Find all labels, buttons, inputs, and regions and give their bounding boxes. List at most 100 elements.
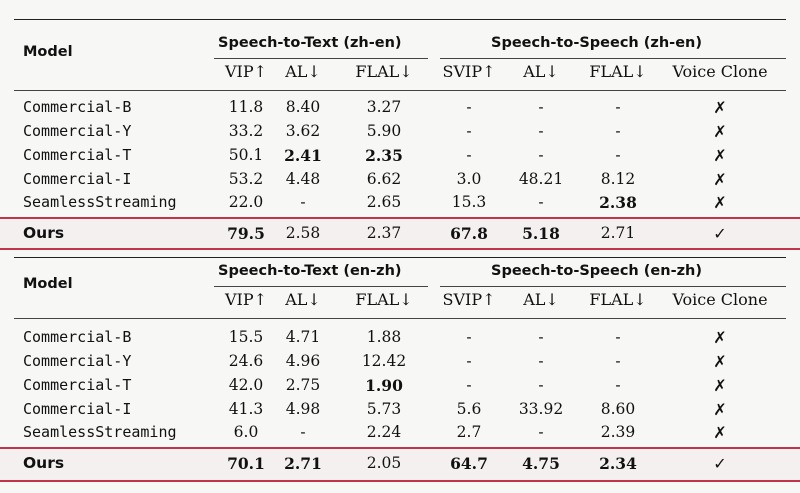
model-name: Commercial-T bbox=[23, 376, 132, 394]
ours-highlight-box bbox=[0, 447, 800, 482]
table-cell: - bbox=[538, 328, 544, 346]
table-cell: 64.7 bbox=[450, 454, 488, 473]
table-cell: 24.6 bbox=[228, 352, 264, 370]
table-cell: - bbox=[538, 98, 544, 116]
table-cell: 53.2 bbox=[228, 170, 264, 188]
table-cell: - bbox=[538, 146, 544, 164]
s2t-header: Speech-to-Text (zh-en) bbox=[218, 35, 402, 51]
column-header: FLAL↓ bbox=[355, 62, 413, 81]
column-header: VIP↑ bbox=[224, 290, 268, 309]
table-cell: 2.75 bbox=[285, 376, 321, 394]
table-cell: 4.48 bbox=[285, 170, 321, 188]
table-cell: 12.42 bbox=[361, 352, 407, 370]
table-cell: 42.0 bbox=[228, 376, 264, 394]
table-cell: - bbox=[538, 193, 544, 211]
column-header: Voice Clone bbox=[672, 62, 768, 81]
column-header: VIP↑ bbox=[224, 62, 268, 81]
column-header: FLAL↓ bbox=[355, 290, 413, 309]
table-cell: 22.0 bbox=[228, 193, 264, 211]
column-header: AL↓ bbox=[523, 290, 559, 309]
table-cell: 6.0 bbox=[233, 423, 259, 441]
table-cell: 79.5 bbox=[227, 224, 265, 243]
table-cell: 1.88 bbox=[366, 328, 402, 346]
table-cell: 2.71 bbox=[600, 224, 636, 242]
results-table-en-zh: Model Speech-to-Text (en-zh) Speech-to-S… bbox=[0, 256, 800, 493]
table-cell: - bbox=[615, 328, 621, 346]
voice-clone-cell: ✗ bbox=[713, 170, 727, 189]
s2s-header-rule bbox=[440, 58, 786, 59]
model-name: SeamlessStreaming bbox=[23, 193, 177, 211]
table-cell: 5.90 bbox=[366, 122, 402, 140]
column-header: FLAL↓ bbox=[589, 62, 647, 81]
results-table-zh-en: Model Speech-to-Text (zh-en) Speech-to-S… bbox=[0, 19, 800, 250]
table-cell: - bbox=[466, 122, 472, 140]
table-cell: 5.18 bbox=[522, 224, 560, 243]
table-cell: 2.65 bbox=[366, 193, 402, 211]
table-cell: 4.96 bbox=[285, 352, 321, 370]
table-cell: 2.24 bbox=[366, 423, 402, 441]
voice-clone-cell: ✗ bbox=[713, 352, 727, 371]
table-cell: 70.1 bbox=[227, 454, 265, 473]
model-header: Model bbox=[23, 44, 73, 60]
column-header: SVIP↑ bbox=[442, 62, 496, 81]
table-cell: 2.41 bbox=[284, 146, 322, 165]
table-cell: 50.1 bbox=[228, 146, 264, 164]
table-cell: 2.37 bbox=[366, 224, 402, 242]
column-header: AL↓ bbox=[285, 62, 321, 81]
table-cell: - bbox=[538, 352, 544, 370]
table-cell: 41.3 bbox=[228, 400, 264, 418]
model-name: Commercial-B bbox=[23, 328, 132, 346]
table-cell: 2.71 bbox=[284, 454, 322, 473]
column-header: AL↓ bbox=[285, 290, 321, 309]
column-header: AL↓ bbox=[523, 62, 559, 81]
table-cell: - bbox=[615, 146, 621, 164]
voice-clone-cell: ✓ bbox=[713, 454, 727, 473]
column-header: Voice Clone bbox=[672, 290, 768, 309]
table-cell: - bbox=[300, 423, 306, 441]
s2t-header-rule bbox=[214, 286, 428, 287]
voice-clone-cell: ✗ bbox=[713, 122, 727, 141]
table-cell: 15.5 bbox=[228, 328, 264, 346]
header-rule bbox=[14, 90, 786, 91]
voice-clone-cell: ✗ bbox=[713, 193, 727, 212]
model-name: SeamlessStreaming bbox=[23, 423, 177, 441]
table-cell: - bbox=[615, 122, 621, 140]
table-cell: - bbox=[466, 376, 472, 394]
table-cell: 6.62 bbox=[366, 170, 402, 188]
header-rule bbox=[14, 318, 786, 319]
table-cell: 3.0 bbox=[456, 170, 482, 188]
table-cell: 2.58 bbox=[285, 224, 321, 242]
s2s-header-rule bbox=[440, 286, 786, 287]
table-cell: 3.62 bbox=[285, 122, 321, 140]
table-cell: 2.34 bbox=[599, 454, 637, 473]
table-cell: 8.60 bbox=[600, 400, 636, 418]
voice-clone-cell: ✓ bbox=[713, 224, 727, 243]
table-cell: - bbox=[466, 352, 472, 370]
table-cell: 2.35 bbox=[365, 146, 403, 165]
table-cell: 67.8 bbox=[450, 224, 488, 243]
model-name: Commercial-Y bbox=[23, 122, 132, 140]
table-cell: 33.92 bbox=[518, 400, 564, 418]
model-name: Commercial-B bbox=[23, 98, 132, 116]
table-cell: 2.39 bbox=[600, 423, 636, 441]
table-cell: - bbox=[538, 122, 544, 140]
column-header: FLAL↓ bbox=[589, 290, 647, 309]
voice-clone-cell: ✗ bbox=[713, 328, 727, 347]
model-name: Ours bbox=[23, 454, 65, 472]
model-name: Ours bbox=[23, 224, 65, 242]
s2t-header: Speech-to-Text (en-zh) bbox=[218, 263, 402, 279]
table-cell: 2.38 bbox=[599, 193, 637, 212]
voice-clone-cell: ✗ bbox=[713, 423, 727, 442]
table-cell: 15.3 bbox=[451, 193, 487, 211]
table-cell: 4.75 bbox=[522, 454, 560, 473]
table-cell: 33.2 bbox=[228, 122, 264, 140]
table-cell: 3.27 bbox=[366, 98, 402, 116]
voice-clone-cell: ✗ bbox=[713, 98, 727, 117]
table-cell: 2.05 bbox=[366, 454, 402, 472]
table-cell: 1.90 bbox=[365, 376, 403, 395]
table-cell: 4.71 bbox=[285, 328, 321, 346]
table-cell: 5.73 bbox=[366, 400, 402, 418]
table-cell: - bbox=[538, 376, 544, 394]
model-name: Commercial-T bbox=[23, 146, 132, 164]
model-name: Commercial-I bbox=[23, 400, 132, 418]
